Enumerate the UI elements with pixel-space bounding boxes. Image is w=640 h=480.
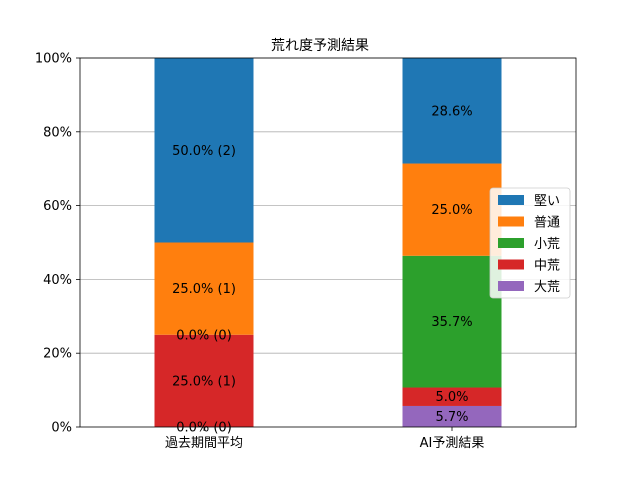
bar-segment [154,334,254,427]
data-label: 25.0% [431,203,472,218]
bar-segment [402,387,502,406]
legend-label: 中荒 [534,259,560,274]
data-label: 25.0% (1) [172,282,236,297]
legend-swatch [498,259,524,270]
legend-swatch [498,195,524,205]
bar-group [154,58,502,427]
y-tick-label: 40% [43,273,72,288]
data-label: 5.0% [435,390,468,405]
legend-swatch [498,238,524,248]
y-tick-label: 100% [35,52,72,67]
x-tick-label: 過去期間平均 [165,436,243,451]
axes: 0% 20% 40% 60% 80% 100% 過去期間平均 AI予測結果 [35,52,577,451]
bar-segment [402,163,502,256]
bar-segment [402,58,502,164]
legend-swatch [498,281,524,291]
data-labels: 0.0% (0)5.7%25.0% (1)5.0%0.0% (0)35.7%25… [172,104,473,435]
bar-segment [402,405,502,427]
chart-title: 荒れ度予測結果 [271,38,369,54]
y-tick-label: 80% [43,125,72,140]
bar-segment [154,242,254,335]
data-label: 28.6% [431,104,472,119]
data-label: 25.0% (1) [172,374,236,389]
x-tick-label: AI予測結果 [420,436,485,451]
legend-label: 小荒 [534,237,560,252]
data-label: 5.7% [435,410,468,425]
legend-box [489,187,571,299]
legend-swatch [498,216,524,227]
plot-frame [79,57,577,428]
bar-segment [402,255,502,388]
legend-label: 普通 [534,216,560,231]
y-tick-label: 60% [43,199,72,214]
data-label: 35.7% [431,315,472,330]
legend-label: 大荒 [534,280,560,295]
y-tick-label: 20% [43,347,72,362]
legend-label: 堅い [534,194,560,209]
data-label: 0.0% (0) [176,328,232,343]
data-label: 50.0% (2) [172,144,236,159]
bar-segment [154,58,254,243]
y-tick-label: 0% [51,421,72,436]
